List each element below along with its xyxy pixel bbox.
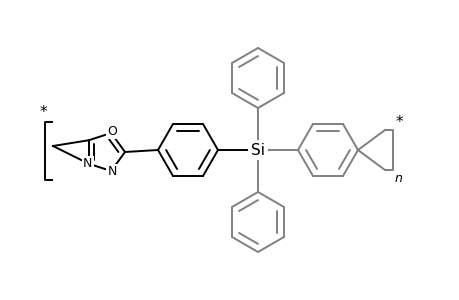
Text: O: O xyxy=(107,125,117,139)
Text: *: * xyxy=(39,104,47,119)
Text: N: N xyxy=(107,164,117,178)
Text: *: * xyxy=(395,115,403,130)
Text: N: N xyxy=(83,157,92,170)
Text: n: n xyxy=(394,172,402,185)
Text: Si: Si xyxy=(251,142,264,158)
